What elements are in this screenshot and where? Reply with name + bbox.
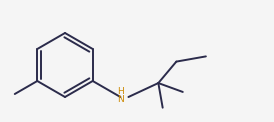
Text: N: N [117, 95, 124, 103]
Text: H: H [117, 87, 124, 97]
